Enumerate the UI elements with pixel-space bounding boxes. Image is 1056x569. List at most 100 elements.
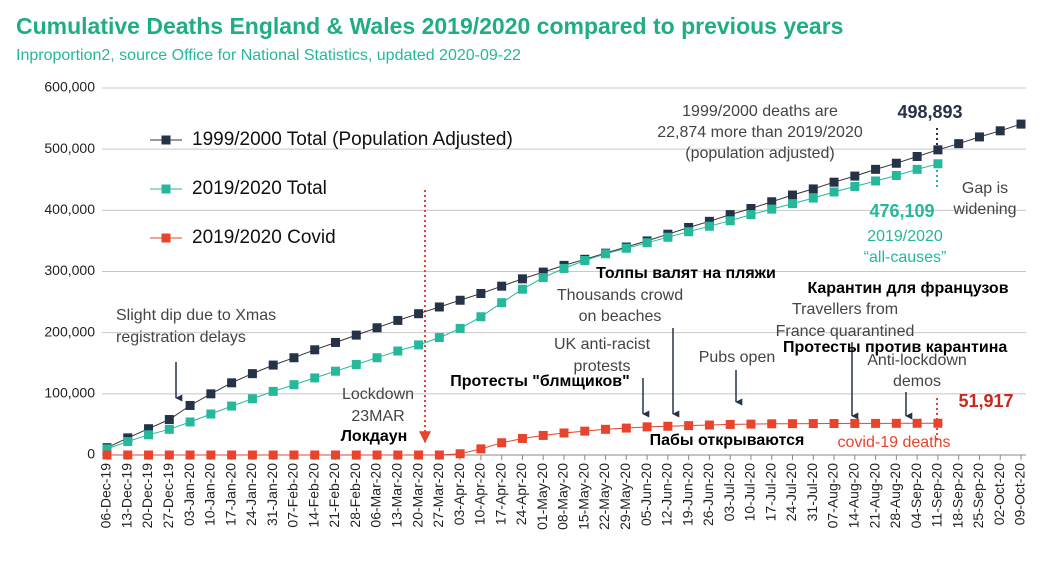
data-point bbox=[268, 450, 278, 460]
data-point bbox=[912, 164, 922, 174]
data-point bbox=[164, 415, 174, 425]
data-point bbox=[247, 394, 257, 404]
data-point bbox=[995, 126, 1005, 136]
data-point bbox=[185, 450, 195, 460]
annotation: Протесты "блмщиков" bbox=[450, 373, 629, 390]
data-point bbox=[310, 345, 320, 355]
data-point bbox=[642, 422, 652, 432]
data-point bbox=[414, 340, 424, 350]
data-point bbox=[663, 421, 673, 431]
data-point bbox=[621, 423, 631, 433]
data-point bbox=[351, 450, 361, 460]
x-tick-label: 21-Feb-20 bbox=[326, 463, 342, 528]
x-tick-label: 24-Apr-20 bbox=[513, 463, 529, 525]
data-point bbox=[642, 238, 652, 248]
data-point bbox=[704, 216, 714, 226]
data-point bbox=[476, 289, 486, 299]
data-point bbox=[123, 437, 133, 447]
data-point bbox=[434, 302, 444, 312]
x-tick-label: 20-Mar-20 bbox=[409, 463, 425, 528]
x-tick-label: 03-Jan-20 bbox=[181, 463, 197, 526]
data-point bbox=[144, 424, 154, 434]
x-tick-label: 12-Jun-20 bbox=[659, 463, 675, 526]
data-point bbox=[788, 419, 797, 429]
data-point bbox=[351, 359, 361, 369]
data-point bbox=[684, 421, 694, 431]
chart-subtitle: Inproportion2, source Office for Nationa… bbox=[16, 47, 521, 64]
data-point bbox=[580, 255, 590, 265]
data-point bbox=[912, 152, 922, 162]
data-point bbox=[808, 419, 818, 429]
annotation: on beaches bbox=[579, 308, 662, 325]
data-point bbox=[164, 450, 174, 460]
data-point bbox=[871, 164, 881, 174]
annotation: 51,917 bbox=[958, 391, 1013, 411]
x-tick-label: 29-May-20 bbox=[617, 463, 633, 530]
data-point bbox=[559, 428, 569, 438]
data-point bbox=[372, 450, 382, 460]
data-point bbox=[351, 330, 361, 340]
data-point bbox=[455, 295, 465, 305]
data-point bbox=[974, 132, 984, 142]
data-point bbox=[954, 139, 964, 149]
data-point bbox=[517, 433, 527, 443]
data-point bbox=[476, 312, 486, 322]
x-tick-label: 17-Jan-20 bbox=[222, 463, 238, 526]
x-tick-label: 27-Dec-19 bbox=[160, 463, 176, 529]
y-tick-label: 600,000 bbox=[44, 79, 95, 95]
data-point bbox=[891, 418, 901, 428]
data-point bbox=[268, 360, 278, 370]
annotation: (population adjusted) bbox=[685, 145, 834, 162]
x-tick-label: 06-Mar-20 bbox=[368, 463, 384, 528]
data-point bbox=[185, 417, 195, 427]
data-point bbox=[331, 337, 340, 347]
x-tick-label: 20-Dec-19 bbox=[139, 463, 155, 529]
data-point bbox=[580, 426, 590, 436]
annotation: Anti-lockdown bbox=[867, 352, 967, 369]
x-tick-label: 10-Jan-20 bbox=[202, 463, 218, 526]
x-tick-label: 11-Sep-20 bbox=[929, 463, 945, 528]
x-tick-label: 27-Mar-20 bbox=[430, 463, 446, 528]
data-point bbox=[746, 419, 756, 429]
data-point bbox=[538, 273, 548, 283]
legend-marker bbox=[161, 135, 171, 145]
annotation: UK anti-racist bbox=[554, 336, 651, 353]
annotation: covid-19 deaths bbox=[838, 434, 951, 451]
data-point bbox=[684, 227, 694, 237]
x-tick-label: 05-Jun-20 bbox=[638, 463, 654, 526]
annotation: 23MAR bbox=[351, 408, 404, 425]
data-point bbox=[601, 249, 611, 259]
data-point bbox=[933, 159, 943, 169]
data-point bbox=[850, 171, 860, 181]
data-point bbox=[227, 450, 237, 460]
x-tick-label: 28-Aug-20 bbox=[887, 463, 903, 529]
data-point bbox=[850, 418, 860, 428]
legend-label: 2019/2020 Covid bbox=[192, 227, 336, 248]
data-point bbox=[891, 170, 901, 180]
data-point bbox=[829, 187, 839, 197]
data-point bbox=[455, 323, 465, 333]
data-point bbox=[933, 145, 943, 155]
data-point bbox=[123, 450, 133, 460]
x-tick-label: 26-Jun-20 bbox=[700, 463, 716, 526]
data-point bbox=[497, 281, 507, 291]
annotation: Карантин для французов bbox=[807, 280, 1008, 297]
annotation: Pubs open bbox=[699, 349, 776, 366]
data-point bbox=[247, 369, 257, 379]
data-point bbox=[871, 418, 881, 428]
data-point bbox=[310, 373, 320, 383]
data-point bbox=[206, 450, 216, 460]
data-point bbox=[393, 346, 403, 356]
data-point bbox=[767, 204, 777, 214]
annotation-arrows bbox=[175, 128, 938, 444]
data-point bbox=[725, 210, 735, 220]
data-point bbox=[808, 193, 818, 203]
data-point bbox=[767, 419, 777, 429]
annotation: Gap is bbox=[962, 180, 1008, 197]
x-tick-label: 10-Jul-20 bbox=[742, 463, 758, 522]
data-point bbox=[891, 158, 901, 168]
data-point bbox=[767, 197, 777, 207]
data-point bbox=[372, 323, 382, 333]
annotation: Travellers from bbox=[792, 301, 898, 318]
